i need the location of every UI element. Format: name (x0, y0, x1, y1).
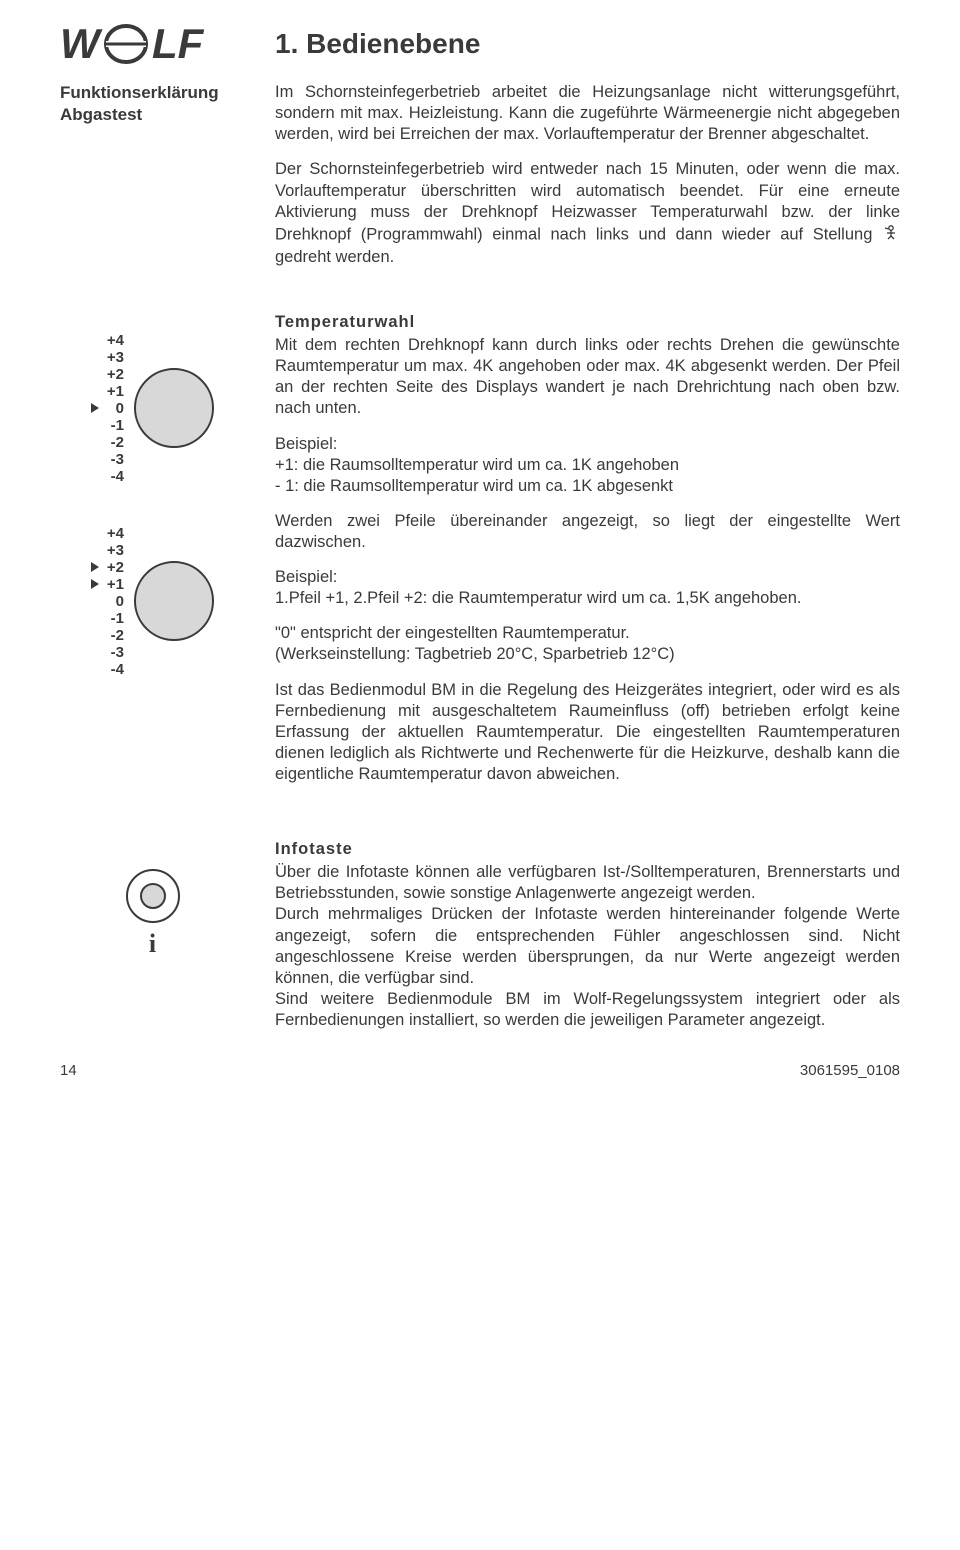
doc-number: 3061595_0108 (800, 1061, 900, 1080)
page-number: 14 (60, 1061, 77, 1080)
scale-item: +1 (91, 383, 124, 400)
scale-item: +3 (91, 349, 124, 366)
abgas-p2: Der Schornsteinfegerbetrieb wird entwede… (275, 159, 900, 268)
wolf-logo: W LF (60, 20, 245, 76)
arrow-right-icon (91, 579, 99, 589)
scale-item: +2 (91, 559, 124, 576)
temp-p1: Mit dem rechten Drehknopf kann durch lin… (275, 335, 900, 419)
dial-1: +4+3+2+10-1-2-3-4 (91, 332, 214, 485)
temp-p4: Ist das Bedienmodul BM in die Regelung d… (275, 680, 900, 786)
abgas-p1: Im Schornsteinfegerbetrieb arbeitet die … (275, 82, 900, 145)
info-button-icon (126, 869, 180, 923)
temp-example2: Beispiel: 1.Pfeil +1, 2.Pfeil +2: die Ra… (275, 567, 900, 609)
knob-icon (134, 561, 214, 641)
page-title: 1. Bedienebene (275, 20, 480, 62)
scale-item: -4 (91, 661, 124, 678)
scale-item: -1 (91, 610, 124, 627)
scale-item: 0 (91, 400, 124, 417)
info-letter: i (149, 927, 156, 961)
scale-item: +4 (91, 332, 124, 349)
knob-icon (134, 368, 214, 448)
scale-item: 0 (91, 593, 124, 610)
info-button-graphic: i (60, 869, 245, 961)
scale-item: +2 (91, 366, 124, 383)
scale-item: -2 (91, 627, 124, 644)
scale-item: +1 (91, 576, 124, 593)
chimney-sweep-icon (882, 223, 900, 247)
info-p2: Durch mehrmaliges Drücken der Infotaste … (275, 904, 900, 988)
dial-2: +4+3+2+10-1-2-3-4 (91, 525, 214, 678)
info-p1: Über die Infotaste können alle verfügbar… (275, 862, 900, 904)
info-p3: Sind weitere Bedienmodule BM im Wolf-Reg… (275, 989, 900, 1031)
svg-text:W: W (60, 20, 103, 67)
sidebar-heading: Funktionserklärung Abgastest (60, 82, 245, 126)
scale-item: -3 (91, 644, 124, 661)
info-title: Infotaste (275, 839, 900, 860)
scale-item: +3 (91, 542, 124, 559)
temp-example1: Beispiel: +1: die Raumsolltemperatur wir… (275, 434, 900, 497)
sidebar-line1: Funktionserklärung (60, 82, 245, 104)
temp-p2: Werden zwei Pfeile übereinander angezeig… (275, 511, 900, 553)
temp-p3: "0" entspricht der eingestellten Raumtem… (275, 623, 900, 665)
temp-title: Temperaturwahl (275, 312, 900, 333)
arrow-right-icon (91, 403, 99, 413)
scale-item: +4 (91, 525, 124, 542)
arrow-right-icon (91, 562, 99, 572)
sidebar-line2: Abgastest (60, 104, 245, 126)
svg-text:LF: LF (152, 20, 205, 67)
scale-item: -2 (91, 434, 124, 451)
scale-item: -4 (91, 468, 124, 485)
scale-item: -3 (91, 451, 124, 468)
scale-item: -1 (91, 417, 124, 434)
